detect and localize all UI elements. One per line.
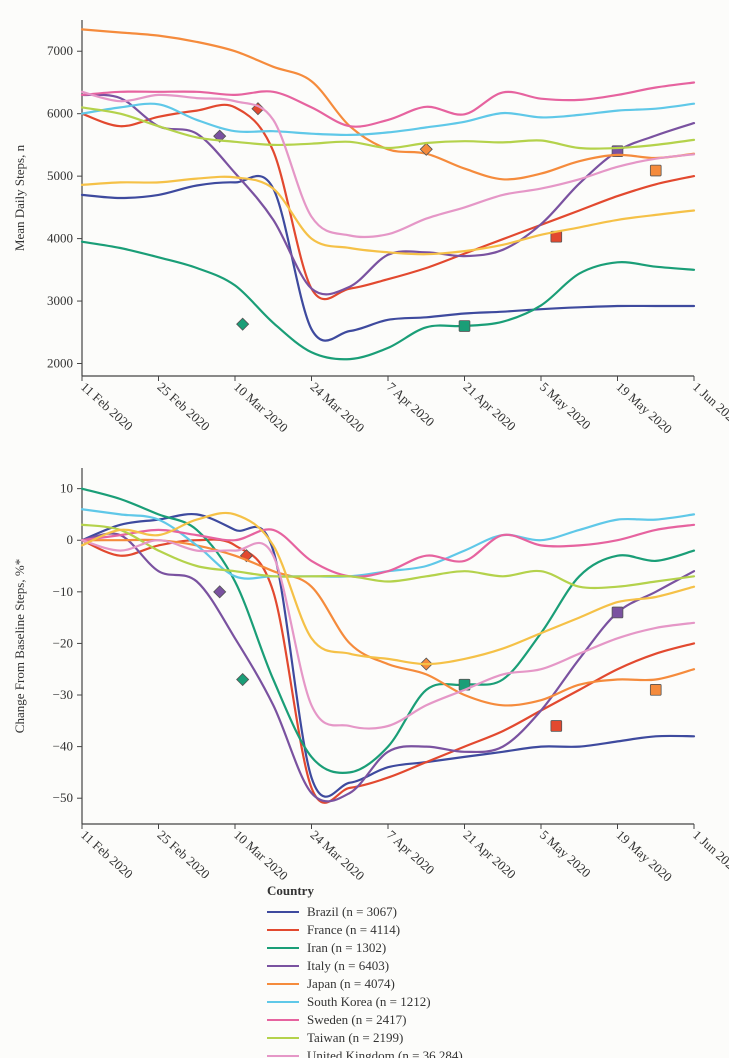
legend-label: Italy (n = 6403) bbox=[307, 958, 389, 974]
svg-text:Change From Baseline Steps, %*: Change From Baseline Steps, %* bbox=[12, 559, 27, 733]
series-japan bbox=[82, 540, 694, 706]
legend-title: Country bbox=[267, 883, 463, 899]
legend-label: Sweden (n = 2417) bbox=[307, 1012, 406, 1028]
svg-text:−30: −30 bbox=[53, 687, 73, 702]
svg-text:10: 10 bbox=[60, 481, 73, 496]
svg-text:−50: −50 bbox=[53, 790, 73, 805]
svg-text:7 Apr 2020: 7 Apr 2020 bbox=[384, 827, 438, 877]
svg-text:5 May 2020: 5 May 2020 bbox=[537, 827, 594, 880]
legend-label: France (n = 4114) bbox=[307, 922, 400, 938]
legend-swatch bbox=[267, 947, 299, 949]
svg-text:24 Mar 2020: 24 Mar 2020 bbox=[307, 827, 367, 883]
legend-item-taiwan: Taiwan (n = 2199) bbox=[267, 1029, 463, 1047]
legend-swatch bbox=[267, 911, 299, 913]
series-france bbox=[82, 540, 694, 803]
legend-label: Brazil (n = 3067) bbox=[307, 904, 397, 920]
legend-swatch bbox=[267, 1055, 299, 1057]
legend-item-sweden: Sweden (n = 2417) bbox=[267, 1011, 463, 1029]
legend-swatch bbox=[267, 1001, 299, 1003]
svg-text:19 May 2020: 19 May 2020 bbox=[613, 827, 675, 885]
legend-label: United Kingdom (n = 36 284) bbox=[307, 1048, 463, 1058]
series-sweden bbox=[82, 525, 694, 577]
svg-text:−20: −20 bbox=[53, 635, 73, 650]
legend-label: Japan (n = 4074) bbox=[307, 976, 395, 992]
legend-item-south-korea: South Korea (n = 1212) bbox=[267, 993, 463, 1011]
legend-item-brazil: Brazil (n = 3067) bbox=[267, 903, 463, 921]
legend-swatch bbox=[267, 965, 299, 967]
series-taiwan bbox=[82, 525, 694, 588]
legend: Country Brazil (n = 3067) France (n = 41… bbox=[267, 883, 463, 1058]
svg-text:11 Feb 2020: 11 Feb 2020 bbox=[78, 827, 136, 881]
legend-item-italy: Italy (n = 6403) bbox=[267, 957, 463, 975]
svg-text:1 Jun 2020: 1 Jun 2020 bbox=[690, 827, 729, 876]
figure: 200030004000500060007000Mean Daily Steps… bbox=[0, 0, 729, 1058]
svg-text:21 Apr 2020: 21 Apr 2020 bbox=[460, 827, 518, 882]
legend-swatch bbox=[267, 1019, 299, 1021]
svg-text:10 Mar 2020: 10 Mar 2020 bbox=[231, 827, 291, 883]
legend-item-japan: Japan (n = 4074) bbox=[267, 975, 463, 993]
series-united-kingdom bbox=[82, 540, 694, 728]
svg-text:−10: −10 bbox=[53, 584, 73, 599]
legend-item-uk: United Kingdom (n = 36 284) bbox=[267, 1047, 463, 1058]
legend-label: Taiwan (n = 2199) bbox=[307, 1030, 403, 1046]
svg-text:25 Feb 2020: 25 Feb 2020 bbox=[154, 827, 212, 882]
legend-swatch bbox=[267, 929, 299, 931]
legend-item-france: France (n = 4114) bbox=[267, 921, 463, 939]
legend-item-iran: Iran (n = 1302) bbox=[267, 939, 463, 957]
legend-label: Iran (n = 1302) bbox=[307, 940, 386, 956]
series-italy bbox=[82, 534, 694, 802]
svg-text:0: 0 bbox=[67, 532, 74, 547]
svg-text:−40: −40 bbox=[53, 739, 73, 754]
legend-label: South Korea (n = 1212) bbox=[307, 994, 431, 1010]
legend-swatch bbox=[267, 983, 299, 985]
legend-swatch bbox=[267, 1037, 299, 1039]
